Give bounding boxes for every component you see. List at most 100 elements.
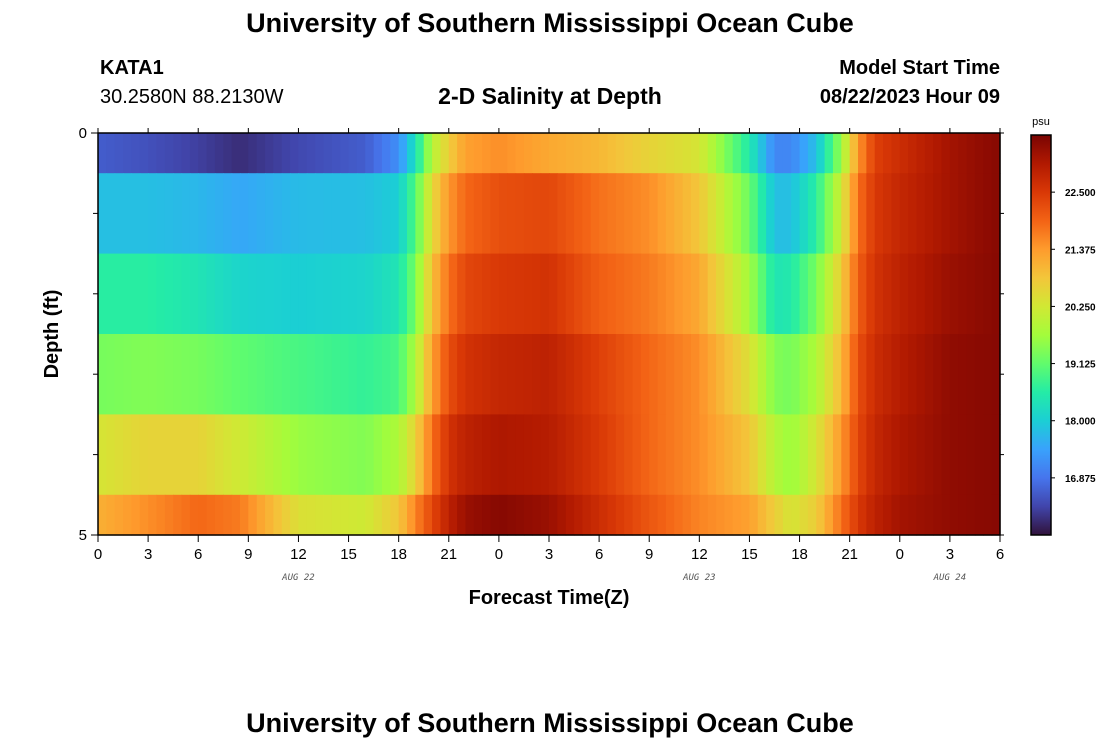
heatmap-cell — [699, 334, 709, 415]
heatmap-cell — [265, 253, 274, 335]
heatmap-cell — [123, 253, 133, 335]
heatmap-cell — [214, 253, 224, 335]
heatmap-cell — [782, 173, 792, 255]
heatmap-cell — [791, 334, 801, 415]
heatmap-cell — [724, 334, 734, 415]
heatmap-cell — [974, 494, 984, 536]
heatmap-cell — [231, 253, 241, 335]
heatmap-cell — [523, 494, 533, 536]
heatmap-cell — [916, 253, 926, 335]
heatmap-cell — [908, 334, 918, 415]
heatmap-cell — [716, 253, 725, 335]
heatmap-cell — [407, 133, 416, 174]
heatmap-cell — [223, 414, 233, 496]
heatmap-cell — [98, 494, 107, 536]
heatmap-cell — [690, 414, 700, 496]
heatmap-cell — [690, 334, 700, 415]
heatmap-cell — [373, 173, 383, 255]
heatmap-cell — [407, 253, 416, 335]
x-tick-label: 15 — [340, 546, 357, 563]
heatmap-cell — [699, 253, 709, 335]
heatmap-cell — [716, 133, 725, 174]
heatmap-cell — [164, 253, 174, 335]
colorbar-tick-label: 18.000 — [1065, 417, 1096, 428]
heatmap-cell — [657, 133, 667, 174]
heatmap-cell — [423, 414, 433, 496]
heatmap-cell — [966, 133, 976, 174]
heatmap-cell — [832, 494, 842, 536]
heatmap-cell — [131, 334, 141, 415]
heatmap-cell — [782, 494, 792, 536]
heatmap-cell — [432, 253, 442, 335]
heatmap-cell — [924, 253, 934, 335]
heatmap-cell — [340, 173, 350, 255]
heatmap-cell — [615, 253, 625, 335]
heatmap-cell — [507, 253, 517, 335]
heatmap-cell — [632, 173, 642, 255]
heatmap-cell — [348, 253, 358, 335]
heatmap-cell — [674, 133, 684, 174]
heatmap-cell — [824, 133, 834, 174]
heatmap-cell — [381, 494, 391, 536]
heatmap-cell — [866, 253, 876, 335]
heatmap-cell — [791, 253, 801, 335]
y-axis-title: Depth (ft) — [41, 290, 63, 379]
heatmap-cell — [214, 414, 224, 496]
heatmap-cell — [916, 133, 926, 174]
heatmap-cell — [757, 494, 767, 536]
heatmap-cell — [807, 334, 817, 415]
heatmap-cell — [574, 253, 584, 335]
heatmap-cell — [682, 334, 692, 415]
heatmap-cell — [749, 334, 759, 415]
heatmap-cell — [665, 173, 675, 255]
heatmap-cell — [624, 133, 634, 174]
heatmap-cell — [164, 334, 174, 415]
heatmap-cell — [707, 414, 717, 496]
heatmap-cell — [131, 414, 141, 496]
heatmap-cell — [323, 173, 333, 255]
heatmap-cell — [632, 253, 642, 335]
heatmap-cell — [565, 253, 575, 335]
heatmap-cell — [849, 334, 859, 415]
heatmap-cell — [440, 414, 450, 496]
colorbar: psu 16.875 18.000 19.125 20.250 21.375 22.500 — [1030, 116, 1096, 536]
heatmap-cell — [532, 173, 542, 255]
heatmap-cell — [883, 133, 893, 174]
heatmap-cell — [824, 253, 834, 335]
heatmap-cell — [114, 494, 124, 536]
heatmap-cell — [866, 334, 876, 415]
heatmap-cell — [615, 133, 625, 174]
heatmap-cell — [899, 334, 909, 415]
heatmap-cell — [123, 494, 133, 536]
heatmap-cell — [523, 173, 533, 255]
heatmap-cell — [482, 334, 492, 415]
heatmap-cell — [640, 253, 650, 335]
heatmap-cell — [908, 133, 918, 174]
heatmap-cell — [457, 334, 467, 415]
heatmap-cell — [373, 334, 383, 415]
colorbar-tick-label: 19.125 — [1065, 360, 1096, 371]
date-label: AUG 24 — [933, 573, 967, 583]
heatmap-cell — [331, 334, 341, 415]
heatmap-cell — [340, 133, 350, 174]
heatmap-cell — [173, 334, 183, 415]
heatmap-cell — [206, 494, 216, 536]
heatmap-cell — [757, 253, 767, 335]
heatmap-cell — [966, 253, 976, 335]
heatmap-cell — [206, 414, 216, 496]
heatmap-cell — [874, 334, 884, 415]
heatmap-cell — [883, 494, 893, 536]
heatmap-cell — [858, 334, 867, 415]
heatmap-cell — [749, 253, 759, 335]
heatmap-cell — [782, 334, 792, 415]
heatmap-cell — [231, 133, 241, 174]
heatmap-cell — [590, 414, 600, 496]
heatmap-cell — [482, 253, 492, 335]
heatmap-cell — [515, 494, 525, 536]
heatmap-cell — [649, 133, 659, 174]
heatmap-cell — [858, 414, 867, 496]
heatmap-cell — [390, 253, 400, 335]
heatmap-cell — [340, 253, 350, 335]
heatmap-cell — [557, 253, 567, 335]
heatmap-cell — [941, 133, 951, 174]
